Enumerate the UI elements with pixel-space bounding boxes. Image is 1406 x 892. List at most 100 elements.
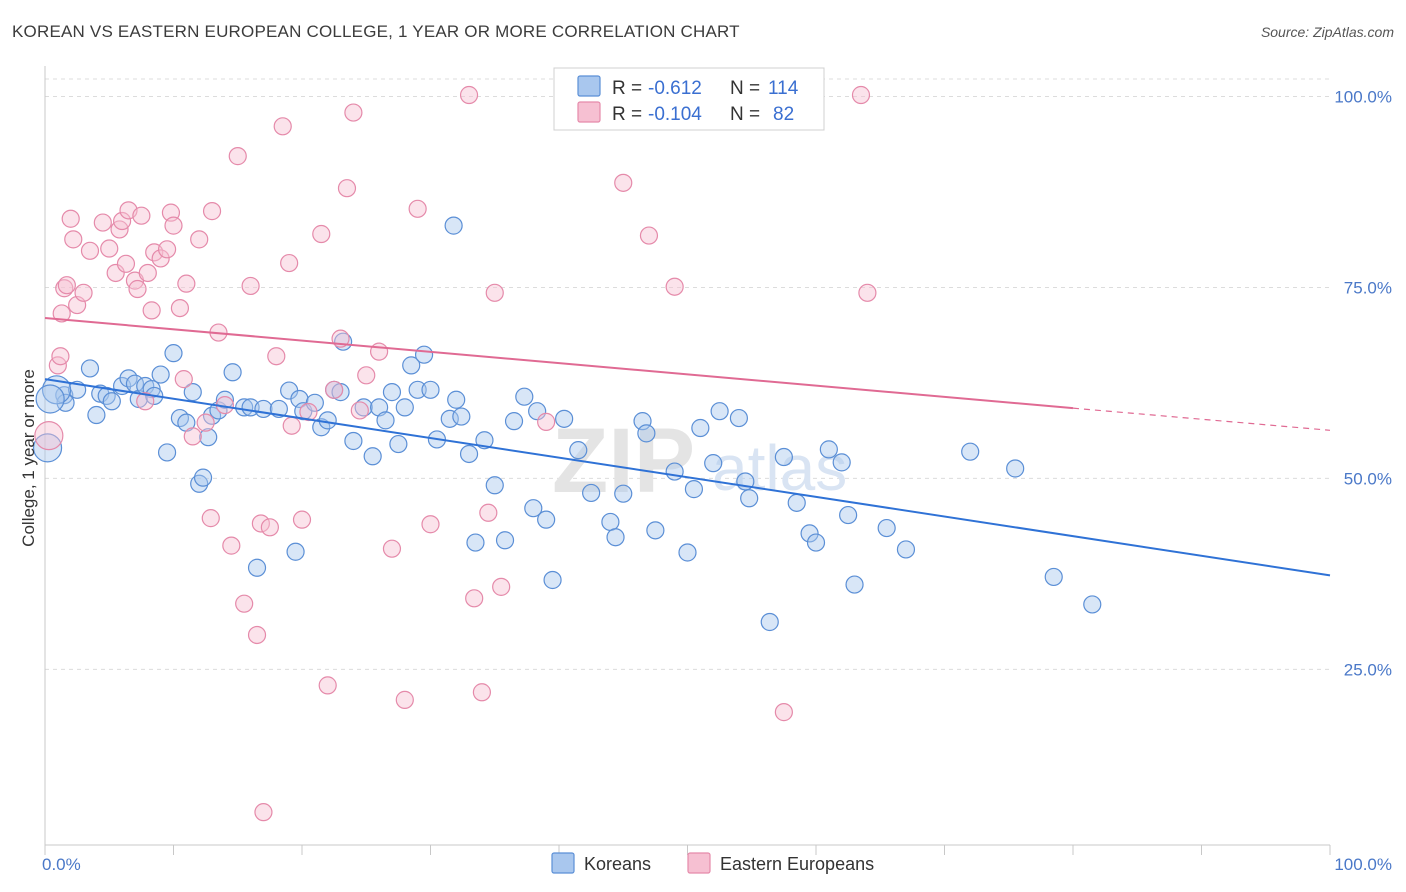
koreans-point	[193, 468, 213, 487]
eastern-point	[235, 594, 254, 613]
koreans-point-large	[35, 384, 65, 414]
koreans-point	[254, 399, 273, 419]
koreans-point	[832, 453, 851, 472]
series-koreans	[32, 216, 1102, 632]
koreans-point	[344, 431, 363, 451]
eastern-point	[170, 299, 190, 318]
koreans-point	[286, 542, 305, 561]
koreans-point	[414, 345, 434, 364]
eastern-point	[357, 366, 376, 385]
koreans-point	[774, 447, 793, 467]
koreans-point	[582, 483, 601, 503]
koreans-point	[102, 392, 121, 411]
eastern-point	[280, 253, 299, 273]
koreans-point	[157, 443, 177, 462]
eastern-point	[299, 402, 318, 422]
legend: R = -0.612 N = 114 R = -0.104 N = 82	[553, 67, 825, 131]
eastern-point	[485, 283, 504, 302]
koreans-point-large	[32, 433, 63, 463]
koreans-point	[382, 383, 402, 402]
koreans-point	[312, 418, 331, 437]
axes	[44, 66, 1331, 855]
eastern-point	[100, 239, 119, 258]
koreans-point	[80, 359, 100, 378]
eastern-point	[260, 518, 279, 537]
koreans-point	[729, 408, 749, 428]
x-tick-label: 100.0%	[1334, 855, 1392, 874]
koreans-point	[1083, 595, 1102, 614]
eastern-point	[492, 577, 511, 596]
koreans-point	[806, 533, 826, 552]
koreans-point	[334, 332, 353, 351]
koreans-point	[495, 531, 515, 550]
eastern-point	[57, 276, 76, 295]
koreans-point	[896, 540, 916, 559]
eastern-point	[350, 401, 369, 420]
eastern-point	[241, 276, 260, 296]
x-tick-label: 0.0%	[42, 855, 81, 874]
koreans-point	[760, 612, 779, 632]
eastern-point	[247, 625, 267, 645]
eastern-point	[665, 277, 684, 296]
koreans-point	[665, 462, 684, 481]
eastern-point	[93, 213, 112, 232]
eastern-point	[421, 515, 440, 534]
eastern-point	[774, 703, 793, 722]
koreans-point	[363, 447, 382, 466]
koreans-point	[646, 521, 665, 540]
koreans-point	[537, 510, 556, 529]
legend-n-label-eastern: N =	[730, 104, 760, 125]
eastern-point	[112, 211, 132, 231]
eastern-point	[325, 380, 344, 399]
eastern-point	[267, 347, 286, 366]
eastern-point	[273, 117, 292, 136]
koreans-point	[223, 363, 242, 382]
eastern-point	[116, 254, 136, 273]
koreans-point	[305, 393, 324, 412]
koreans-point	[504, 412, 524, 431]
koreans-point	[845, 575, 864, 594]
eastern-point	[74, 283, 93, 302]
koreans-point	[637, 424, 656, 443]
koreans-point	[452, 407, 471, 426]
koreans-point	[684, 480, 704, 499]
source-label: Source: ZipAtlas.com	[1260, 24, 1394, 40]
eastern-point	[132, 206, 151, 225]
eastern-point	[639, 226, 659, 245]
eastern-point	[174, 370, 193, 389]
eastern-point	[851, 85, 871, 105]
koreans-point	[444, 216, 463, 235]
eastern-point-large	[34, 421, 64, 451]
koreans-point	[376, 411, 395, 430]
koreans-point	[440, 409, 459, 428]
koreans-point	[164, 344, 183, 363]
eastern-point	[614, 173, 633, 192]
y-tick-label: 25.0%	[1344, 660, 1392, 679]
eastern-point	[344, 103, 363, 122]
eastern-point	[537, 412, 556, 431]
eastern-point	[395, 690, 414, 709]
koreans-point	[447, 390, 466, 409]
koreans-point	[543, 570, 562, 590]
legend-r-label-koreans: R =	[612, 78, 642, 99]
eastern-point	[61, 209, 80, 228]
eastern-point	[228, 147, 247, 166]
eastern-point	[151, 249, 170, 268]
eastern-point	[479, 503, 498, 522]
trend-lines	[44, 317, 1331, 577]
koreans-point	[151, 365, 170, 384]
y-axis-label: College, 1 year or more	[19, 369, 38, 547]
legend-swatch-koreans	[577, 75, 601, 97]
legend-r-value-koreans: -0.612	[648, 78, 702, 99]
koreans-point	[318, 411, 337, 430]
eastern-point	[292, 510, 312, 529]
y-tick-label: 75.0%	[1344, 278, 1392, 297]
eastern-point	[138, 263, 157, 283]
chart-title: KOREAN VS EASTERN EUROPEAN COLLEGE, 1 YE…	[12, 22, 740, 41]
koreans-point	[569, 441, 588, 460]
trend-line-eastern-extension	[1072, 407, 1331, 431]
koreans-point	[269, 399, 288, 419]
koreans-point	[691, 418, 710, 438]
eastern-point	[64, 230, 83, 249]
eastern-point	[222, 536, 241, 555]
